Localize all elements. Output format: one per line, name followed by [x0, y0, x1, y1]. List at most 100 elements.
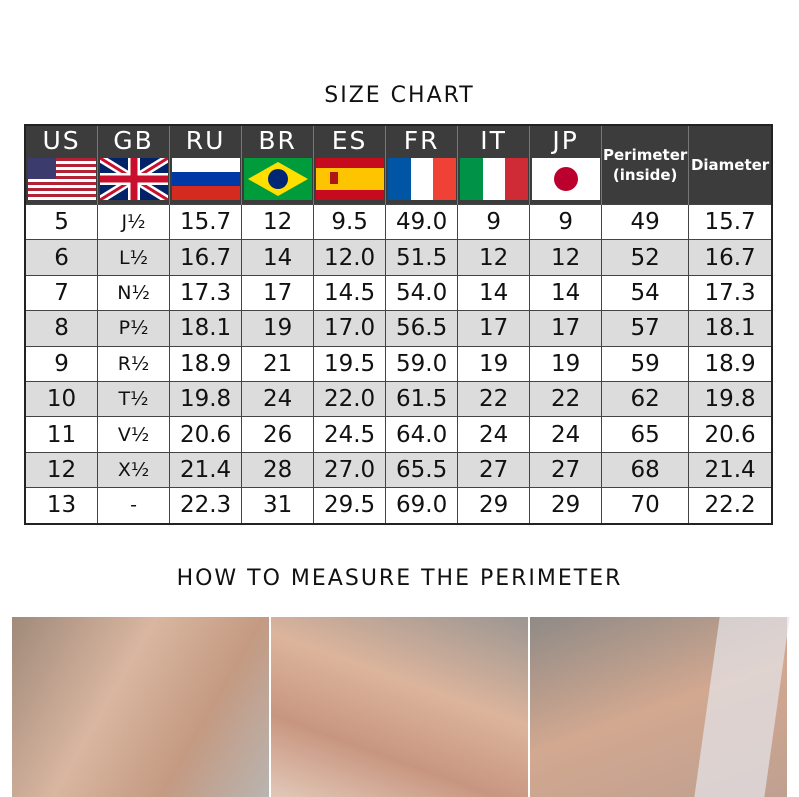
- header-br: BR: [241, 125, 314, 205]
- table-cell: 56.5: [385, 310, 459, 347]
- table-cell: 18.1: [688, 310, 773, 347]
- table-cell: X½: [97, 451, 171, 489]
- header-code: ES: [331, 126, 368, 155]
- table-cell: 24: [241, 380, 315, 418]
- table-cell: 9: [529, 203, 603, 241]
- flag-es-icon: [315, 158, 384, 200]
- table-cell: 20.6: [688, 416, 773, 453]
- table-row: 10 T½ 19.8 24 22.0 61.5 22 22 62 19.8: [24, 380, 773, 418]
- table-cell: 20.6: [169, 416, 243, 453]
- table-cell: 29.5: [313, 487, 387, 525]
- flag-us-icon: [27, 158, 96, 200]
- table-cell: 27: [529, 451, 603, 489]
- header-code: RU: [185, 126, 226, 155]
- table-cell: 27.0: [313, 451, 387, 489]
- table-cell: 22.0: [313, 380, 387, 418]
- size-chart-table: US GB RU BR ES FR IT JP Perimeter (inside) Diamete…: [24, 124, 773, 525]
- table-cell: 17.0: [313, 310, 387, 347]
- table-cell: 15.7: [169, 203, 243, 241]
- table-cell: 14: [241, 239, 315, 276]
- table-cell: 14: [529, 274, 603, 312]
- table-cell: 19: [529, 345, 603, 382]
- table-cell: 21: [241, 345, 315, 382]
- table-cell: 70: [601, 487, 690, 525]
- measure-title: HOW TO MEASURE THE PERIMETER: [176, 566, 623, 591]
- table-cell: 8: [24, 310, 99, 347]
- table-cell: 19.8: [169, 380, 243, 418]
- table-cell: N½: [97, 274, 171, 312]
- table-cell: 19.5: [313, 345, 387, 382]
- header-code: JP: [552, 126, 579, 155]
- table-cell: 22: [529, 380, 603, 418]
- perimeter-sub-label: (inside): [612, 166, 678, 184]
- table-cell: 49: [601, 203, 690, 241]
- table-cell: 12.0: [313, 239, 387, 276]
- table-cell: 19: [241, 310, 315, 347]
- table-cell: 57: [601, 310, 690, 347]
- table-cell: 54: [601, 274, 690, 312]
- table-cell: 68: [601, 451, 690, 489]
- table-cell: 49.0: [385, 203, 459, 241]
- table-cell: 61.5: [385, 380, 459, 418]
- table-row: 5 J½ 15.7 12 9.5 49.0 9 9 49 15.7: [24, 203, 773, 241]
- table-cell: 52: [601, 239, 690, 276]
- ruler-icon: [694, 617, 790, 797]
- table-cell: 65.5: [385, 451, 459, 489]
- table-cell: 14.5: [313, 274, 387, 312]
- table-cell: 21.4: [169, 451, 243, 489]
- table-cell: 59.0: [385, 345, 459, 382]
- table-row: 13-22.3 31 29.5 69.0 29 29 70 22.2: [24, 487, 773, 525]
- table-cell: 31: [241, 487, 315, 525]
- table-cell: 22.2: [688, 487, 773, 525]
- header-code: BR: [258, 126, 297, 155]
- table-cell: 9: [457, 203, 531, 241]
- table-cell: 16.7: [688, 239, 773, 276]
- header-es: ES: [313, 125, 386, 205]
- table-cell: 12: [24, 451, 99, 489]
- table-cell: 29: [457, 487, 531, 525]
- table-row: 6 L½ 16.7 14 12.0 51.5 12 12 52 16.7: [24, 239, 773, 276]
- photo-measure-ruler: [530, 617, 790, 797]
- table-cell: 17: [241, 274, 315, 312]
- table-cell: 64.0: [385, 416, 459, 453]
- table-row: 8 P½ 18.1 19 17.0 56.5 17 17 57 18.1: [24, 310, 773, 347]
- header-it: IT: [457, 125, 530, 205]
- table-cell: 24.5: [313, 416, 387, 453]
- table-cell: 17.3: [169, 274, 243, 312]
- table-cell: 15.7: [688, 203, 773, 241]
- table-cell: 22.3: [169, 487, 243, 525]
- table-cell: 13: [24, 487, 99, 525]
- table-cell: 6: [24, 239, 99, 276]
- diameter-label: Diameter: [690, 156, 770, 174]
- table-cell: R½: [97, 345, 171, 382]
- flag-br-icon: [243, 158, 312, 200]
- table-cell: 18.1: [169, 310, 243, 347]
- size-chart-title: SIZE CHART: [324, 83, 475, 108]
- header-ru: RU: [169, 125, 242, 205]
- table-row: 7 N½ 17.3 17 14.5 54.0 14 14 54 17.3: [24, 274, 773, 312]
- table-cell: 7: [24, 274, 99, 312]
- header-jp: JP: [529, 125, 602, 205]
- table-cell: P½: [97, 310, 171, 347]
- table-cell: 59: [601, 345, 690, 382]
- table-cell: 17.3: [688, 274, 773, 312]
- table-cell: 9: [24, 345, 99, 382]
- flag-it-icon: [459, 158, 528, 200]
- flag-gb-icon: [99, 158, 168, 200]
- table-row: 9 R½ 18.9 21 19.5 59.0 19 19 59 18.9: [24, 345, 773, 382]
- photo-wrap-strip: [12, 617, 269, 797]
- flag-jp-icon: [531, 158, 600, 200]
- table-cell: 19: [457, 345, 531, 382]
- perimeter-label: Perimeter: [603, 146, 688, 164]
- table-cell: 21.4: [688, 451, 773, 489]
- table-cell: T½: [97, 380, 171, 418]
- table-cell: 54.0: [385, 274, 459, 312]
- table-cell: 14: [457, 274, 531, 312]
- table-row: 11 V½ 20.6 26 24.5 64.0 24 24 65 20.6: [24, 416, 773, 453]
- table-cell: 24: [457, 416, 531, 453]
- table-cell: 65: [601, 416, 690, 453]
- table-cell: 12: [457, 239, 531, 276]
- table-cell: 51.5: [385, 239, 459, 276]
- table-cell: 26: [241, 416, 315, 453]
- header-code: US: [42, 126, 81, 155]
